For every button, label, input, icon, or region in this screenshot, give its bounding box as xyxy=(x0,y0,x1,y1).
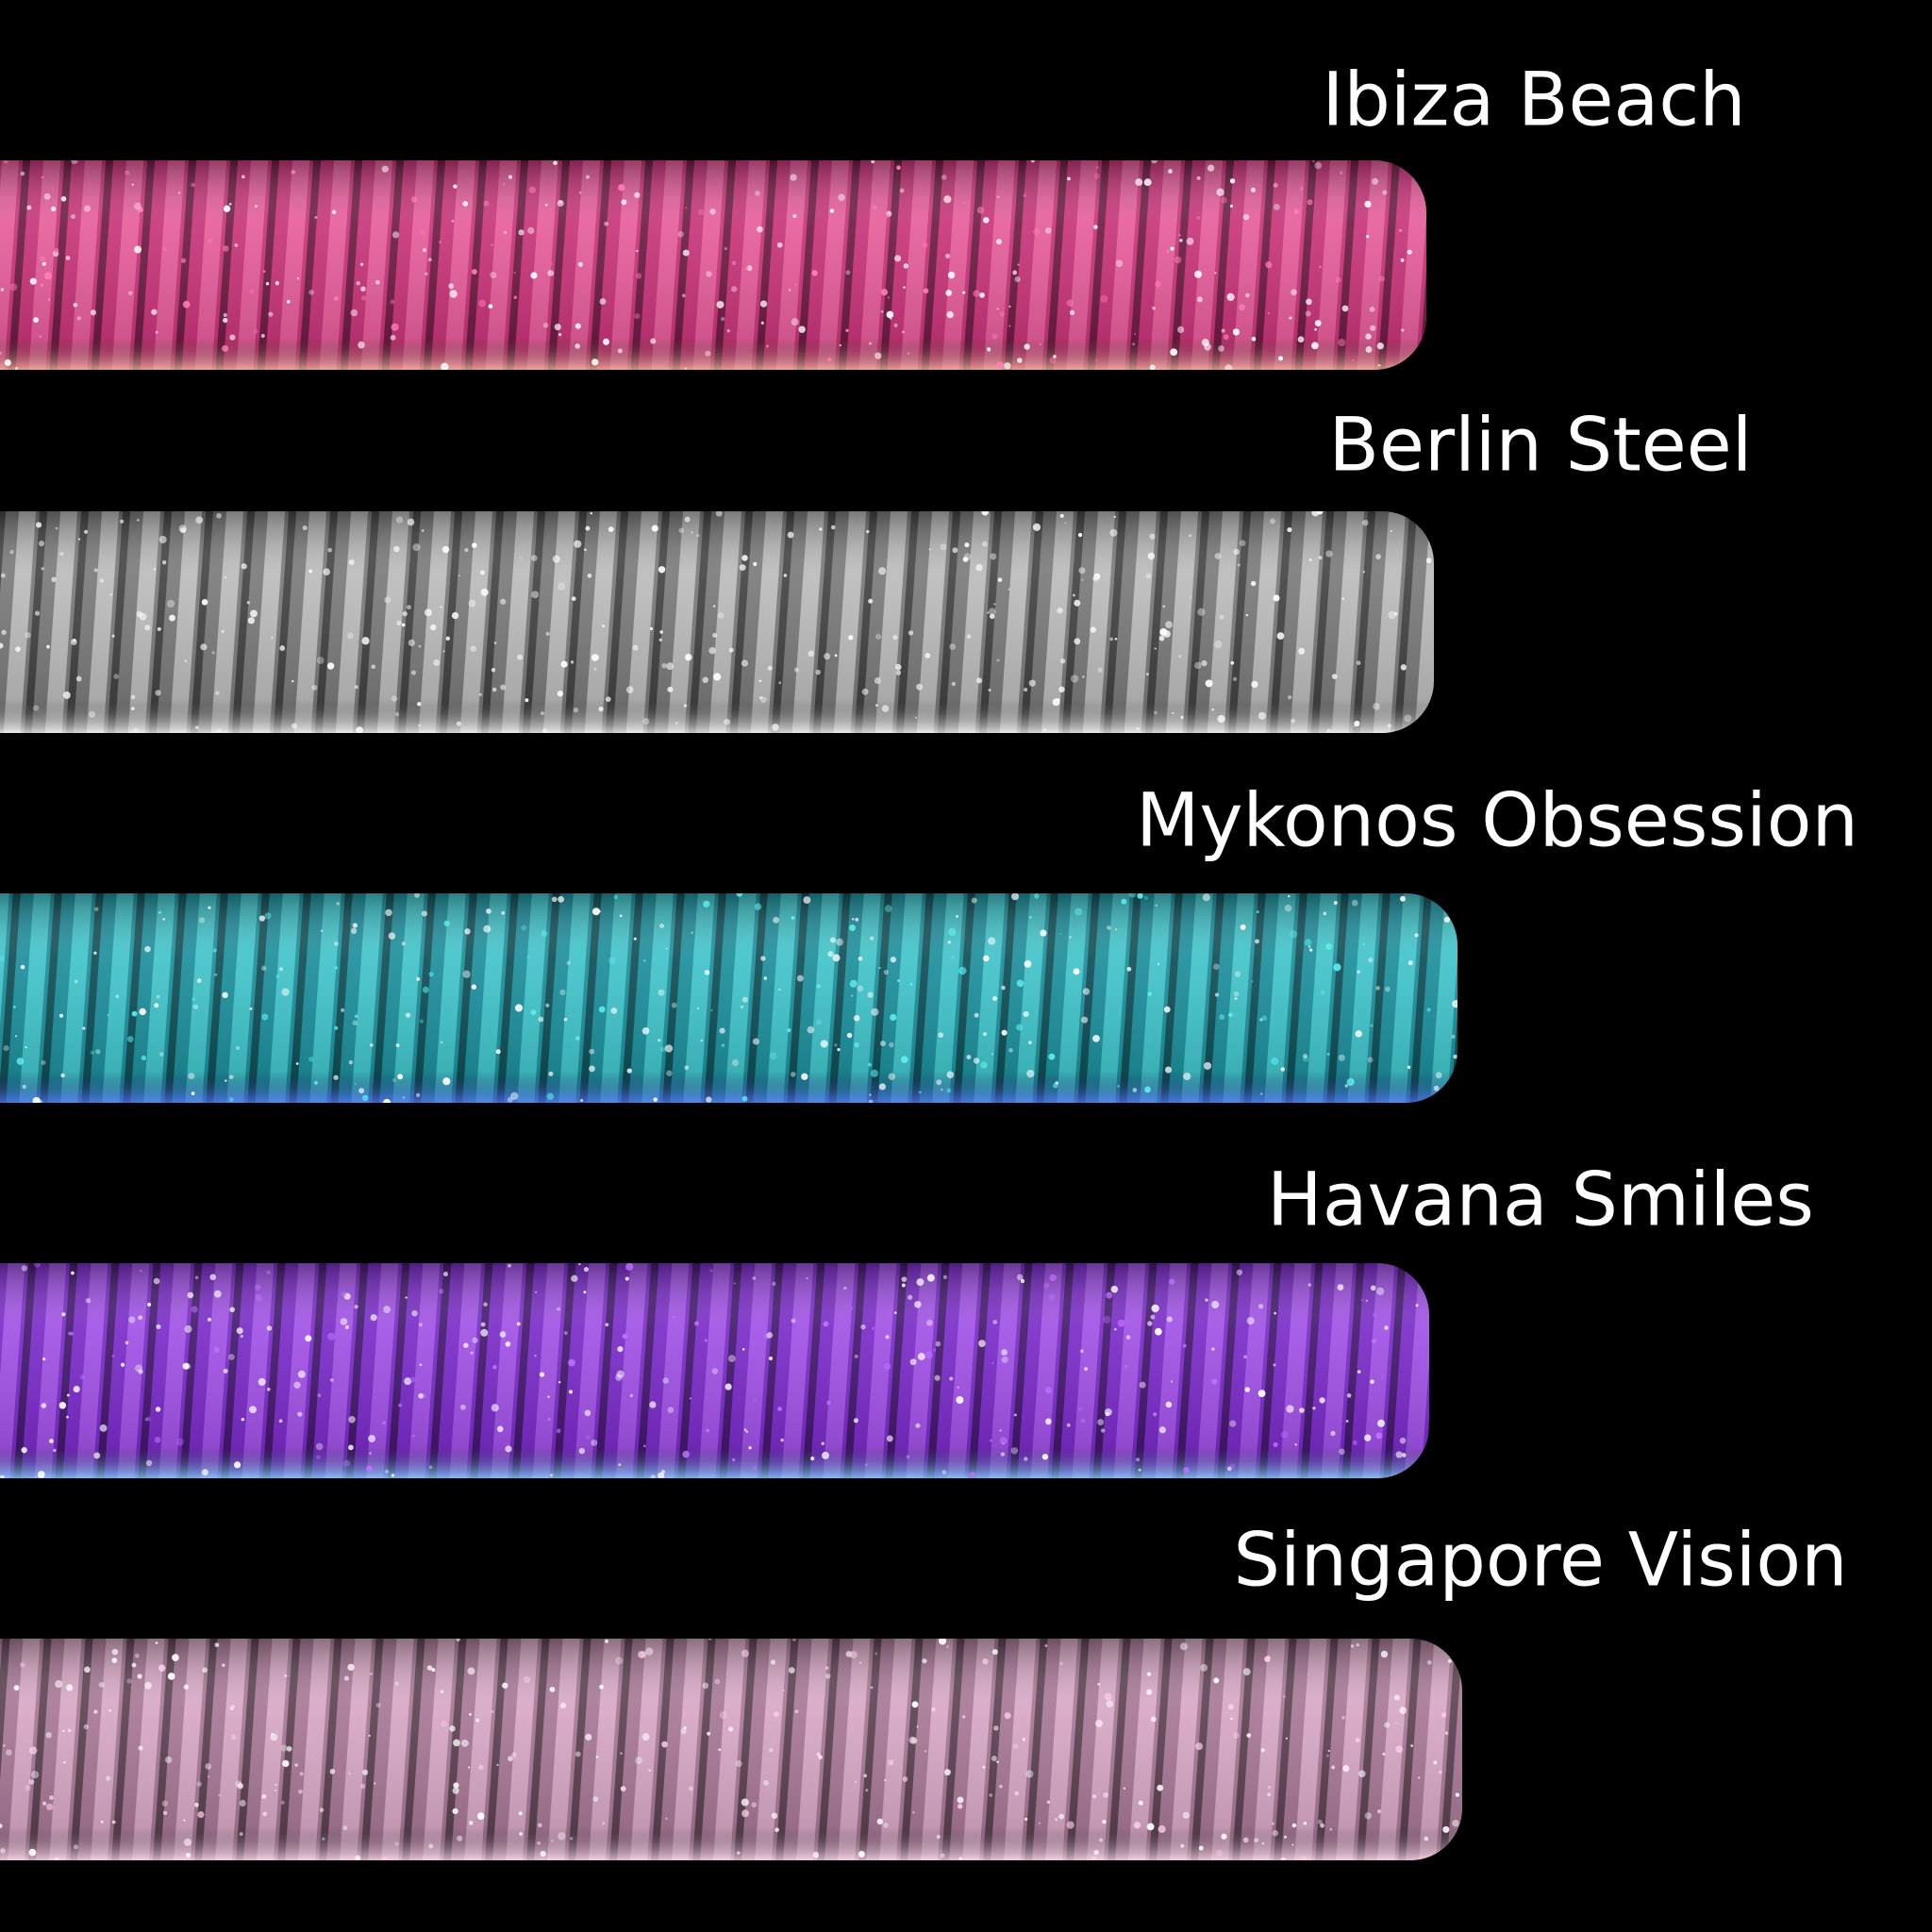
swatch xyxy=(0,1639,1462,1860)
swatch-shade xyxy=(0,511,1434,733)
glitter xyxy=(0,160,1426,370)
swatch xyxy=(0,1263,1429,1478)
swatch-label: Ibiza Beach xyxy=(1322,58,1745,142)
swatch-shade xyxy=(0,893,1457,1103)
glitter xyxy=(0,511,1432,733)
swatch xyxy=(0,893,1457,1103)
swatch-shade xyxy=(0,1263,1429,1478)
glitter xyxy=(0,1639,1459,1860)
swatch-label: Singapore Vision xyxy=(1233,1518,1847,1603)
swatch xyxy=(0,160,1426,370)
glitter xyxy=(0,893,1457,1103)
swatch-label: Havana Smiles xyxy=(1267,1158,1814,1242)
swatch-shade xyxy=(0,160,1426,370)
swatch-label: Berlin Steel xyxy=(1329,403,1753,488)
swatch-shade xyxy=(0,1639,1462,1860)
swatch-label: Mykonos Obsession xyxy=(1136,778,1858,863)
swatch xyxy=(0,511,1434,733)
glitter xyxy=(0,1263,1419,1478)
